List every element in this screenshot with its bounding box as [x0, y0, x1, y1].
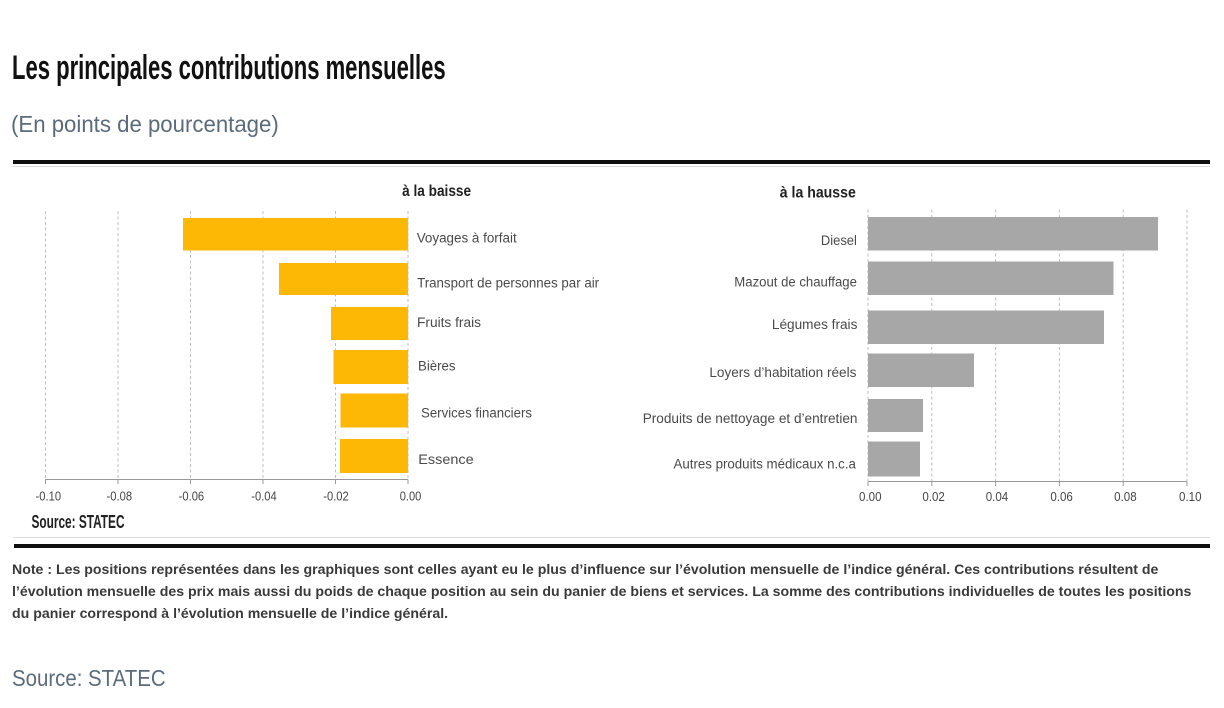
svg-text:0.08: 0.08: [1114, 490, 1137, 504]
svg-text:à la baisse: à la baisse: [402, 183, 471, 200]
svg-text:Voyages à forfait: Voyages à forfait: [417, 231, 517, 247]
svg-text:-0.02: -0.02: [323, 490, 349, 504]
svg-text:Autres produits médicaux n.c.a: Autres produits médicaux n.c.a: [674, 457, 857, 473]
svg-text:Mazout de chauffage: Mazout de chauffage: [734, 275, 857, 291]
svg-text:Légumes frais: Légumes frais: [772, 317, 858, 333]
svg-text:0.00: 0.00: [859, 490, 882, 504]
svg-text:Fruits frais: Fruits frais: [417, 315, 481, 331]
svg-text:0.04: 0.04: [986, 490, 1009, 504]
svg-text:Transport de personnes par air: Transport de personnes par air: [417, 276, 599, 292]
svg-text:Diesel: Diesel: [821, 233, 857, 249]
svg-text:Produits de nettoyage et d’ent: Produits de nettoyage et d’entretien: [643, 411, 858, 427]
svg-text:Loyers d’habitation réels: Loyers d’habitation réels: [709, 365, 856, 381]
svg-text:-0.04: -0.04: [251, 490, 277, 504]
svg-text:-0.06: -0.06: [179, 490, 205, 504]
svg-text:à la hausse: à la hausse: [780, 185, 856, 202]
svg-text:0.02: 0.02: [922, 490, 945, 504]
svg-text:Services financiers: Services financiers: [421, 406, 532, 422]
svg-text:-0.10: -0.10: [36, 490, 62, 504]
svg-text:-0.08: -0.08: [107, 490, 133, 504]
svg-text:Essence: Essence: [418, 452, 474, 468]
svg-text:0.00: 0.00: [400, 490, 422, 504]
svg-text:Source: STATEC: Source: STATEC: [32, 512, 125, 532]
svg-text:0.10: 0.10: [1179, 490, 1202, 504]
svg-text:0.06: 0.06: [1050, 490, 1073, 504]
svg-text:Bières: Bières: [418, 359, 456, 375]
